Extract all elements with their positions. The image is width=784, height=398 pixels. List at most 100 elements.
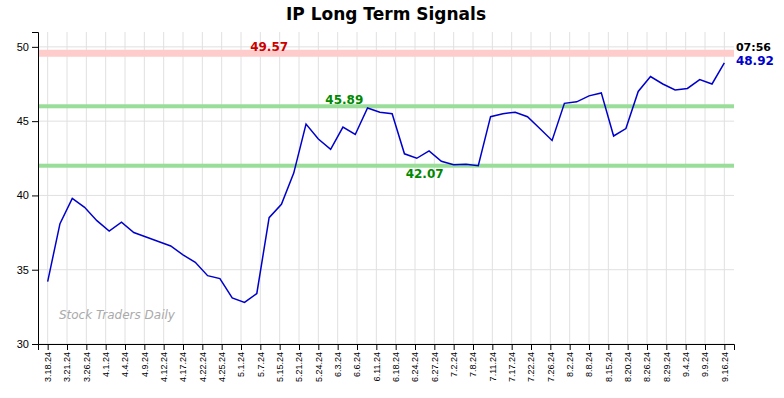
x-tick-label: 7.26.24 — [546, 352, 556, 382]
y-tick-mark — [32, 195, 38, 196]
grid-line — [415, 32, 416, 344]
y-tick: 30 — [17, 338, 38, 350]
x-tick-label: 6.27.24 — [430, 352, 440, 382]
grid-line — [38, 46, 734, 47]
x-tick-mark — [396, 344, 397, 350]
x-tick: 9.16.24 — [720, 344, 730, 382]
x-tick-mark — [647, 344, 648, 350]
grid-line — [337, 32, 338, 344]
x-tick-label: 4.17.24 — [178, 352, 188, 382]
x-tick-mark — [492, 344, 493, 350]
x-tick-mark — [686, 344, 687, 350]
y-tick-mark — [32, 121, 38, 122]
grid-line — [434, 32, 435, 344]
grid-line — [105, 32, 106, 344]
y-tick-mark — [32, 47, 38, 48]
x-tick-label: 6.18.24 — [391, 352, 401, 382]
grid-line — [279, 32, 280, 344]
x-tick-mark — [628, 344, 629, 350]
grid-line — [144, 32, 145, 344]
grid-line — [125, 32, 126, 344]
x-tick-mark — [608, 344, 609, 350]
level-band — [38, 164, 734, 168]
plot: 3.18.24 3.21.24 3.26.24 4.1.24 4.4.24 4.9.24 4… — [17, 32, 774, 382]
grid — [38, 32, 734, 344]
level-band — [38, 50, 734, 57]
grid-line — [241, 32, 242, 344]
grid-line — [531, 32, 532, 344]
y-tick: 40 — [17, 189, 38, 201]
x-axis: 3.18.24 3.21.24 3.26.24 4.1.24 4.4.24 4.9.24 4… — [39, 344, 735, 382]
x-tick-mark — [241, 344, 242, 350]
x-tick-label: 6.11.24 — [372, 352, 382, 381]
x-tick-label: 3.21.24 — [62, 352, 72, 382]
grid-line — [47, 32, 48, 344]
x-tick: 7.8.24 — [468, 344, 478, 377]
x-tick-mark — [454, 344, 455, 350]
grid-line — [38, 269, 734, 270]
x-tick: 3.26.24 — [82, 344, 92, 382]
grid-line — [299, 32, 300, 344]
y-tick-label: 30 — [17, 338, 29, 350]
x-tick-mark — [376, 344, 377, 350]
y-tick-label: 40 — [17, 189, 29, 201]
level-band — [38, 104, 734, 108]
chart: 3.18.24 3.21.24 3.26.24 4.1.24 4.4.24 4.9.24 4… — [0, 0, 784, 398]
x-tick: 4.17.24 — [178, 344, 188, 382]
x-tick: 7.22.24 — [526, 344, 536, 382]
x-tick-label: 8.8.24 — [584, 352, 594, 377]
grid-line — [550, 32, 551, 344]
x-tick-label: 6.3.24 — [333, 352, 343, 377]
x-tick: 3.21.24 — [62, 344, 72, 382]
x-tick-label: 5.21.24 — [294, 352, 304, 382]
x-tick-label: 5.1.24 — [236, 352, 246, 377]
annotation: 48.92 — [736, 54, 774, 68]
grid-line — [357, 32, 358, 344]
grid-line — [202, 32, 203, 344]
grid-line — [453, 32, 454, 344]
x-tick: 7.11.24 — [488, 344, 498, 381]
x-tick-label: 7.17.24 — [507, 352, 517, 382]
x-tick-mark — [106, 344, 107, 350]
x-tick-mark — [183, 344, 184, 350]
x-tick: 6.18.24 — [391, 344, 401, 382]
x-tick: 7.2.24 — [449, 344, 459, 377]
grid-line — [395, 32, 396, 344]
grid-line — [724, 32, 725, 344]
y-tick: 50 — [17, 41, 38, 53]
x-tick: 4.4.24 — [120, 344, 130, 377]
x-tick-mark — [67, 344, 68, 350]
x-tick: 8.15.24 — [604, 344, 614, 382]
grid-line — [38, 195, 734, 196]
x-tick: 8.26.24 — [642, 344, 652, 382]
x-tick-label: 7.2.24 — [449, 352, 459, 377]
x-tick-label: 8.20.24 — [623, 352, 633, 382]
x-tick-label: 9.4.24 — [681, 352, 691, 377]
x-tick-label: 4.4.24 — [120, 352, 130, 377]
x-tick-mark — [589, 344, 590, 350]
x-tick-mark — [48, 344, 49, 350]
x-tick-label: 4.9.24 — [140, 352, 150, 377]
x-tick-mark — [338, 344, 339, 350]
x-tick-mark — [512, 344, 513, 350]
x-tick-mark — [144, 344, 145, 350]
x-tick-label: 4.1.24 — [101, 352, 111, 377]
title: IP Long Term Signals — [286, 4, 486, 24]
x-tick-label: 7.22.24 — [526, 352, 536, 382]
x-tick-label: 7.11.24 — [488, 352, 498, 381]
y-axis-line — [32, 33, 39, 345]
x-tick-mark — [724, 344, 725, 350]
x-tick-label: 4.22.24 — [198, 352, 208, 382]
x-tick-label: 3.18.24 — [43, 352, 53, 382]
grid-line — [492, 32, 493, 344]
price-line — [48, 63, 725, 302]
grid-line — [705, 32, 706, 344]
x-tick-mark — [415, 344, 416, 350]
x-tick: 8.20.24 — [623, 344, 633, 382]
annotation: 45.89 — [325, 93, 363, 107]
x-tick-label: 5.15.24 — [275, 352, 285, 382]
x-tick-mark — [222, 344, 223, 350]
x-tick: 6.27.24 — [430, 344, 440, 382]
grid-line — [86, 32, 87, 344]
x-tick-mark — [164, 344, 165, 350]
